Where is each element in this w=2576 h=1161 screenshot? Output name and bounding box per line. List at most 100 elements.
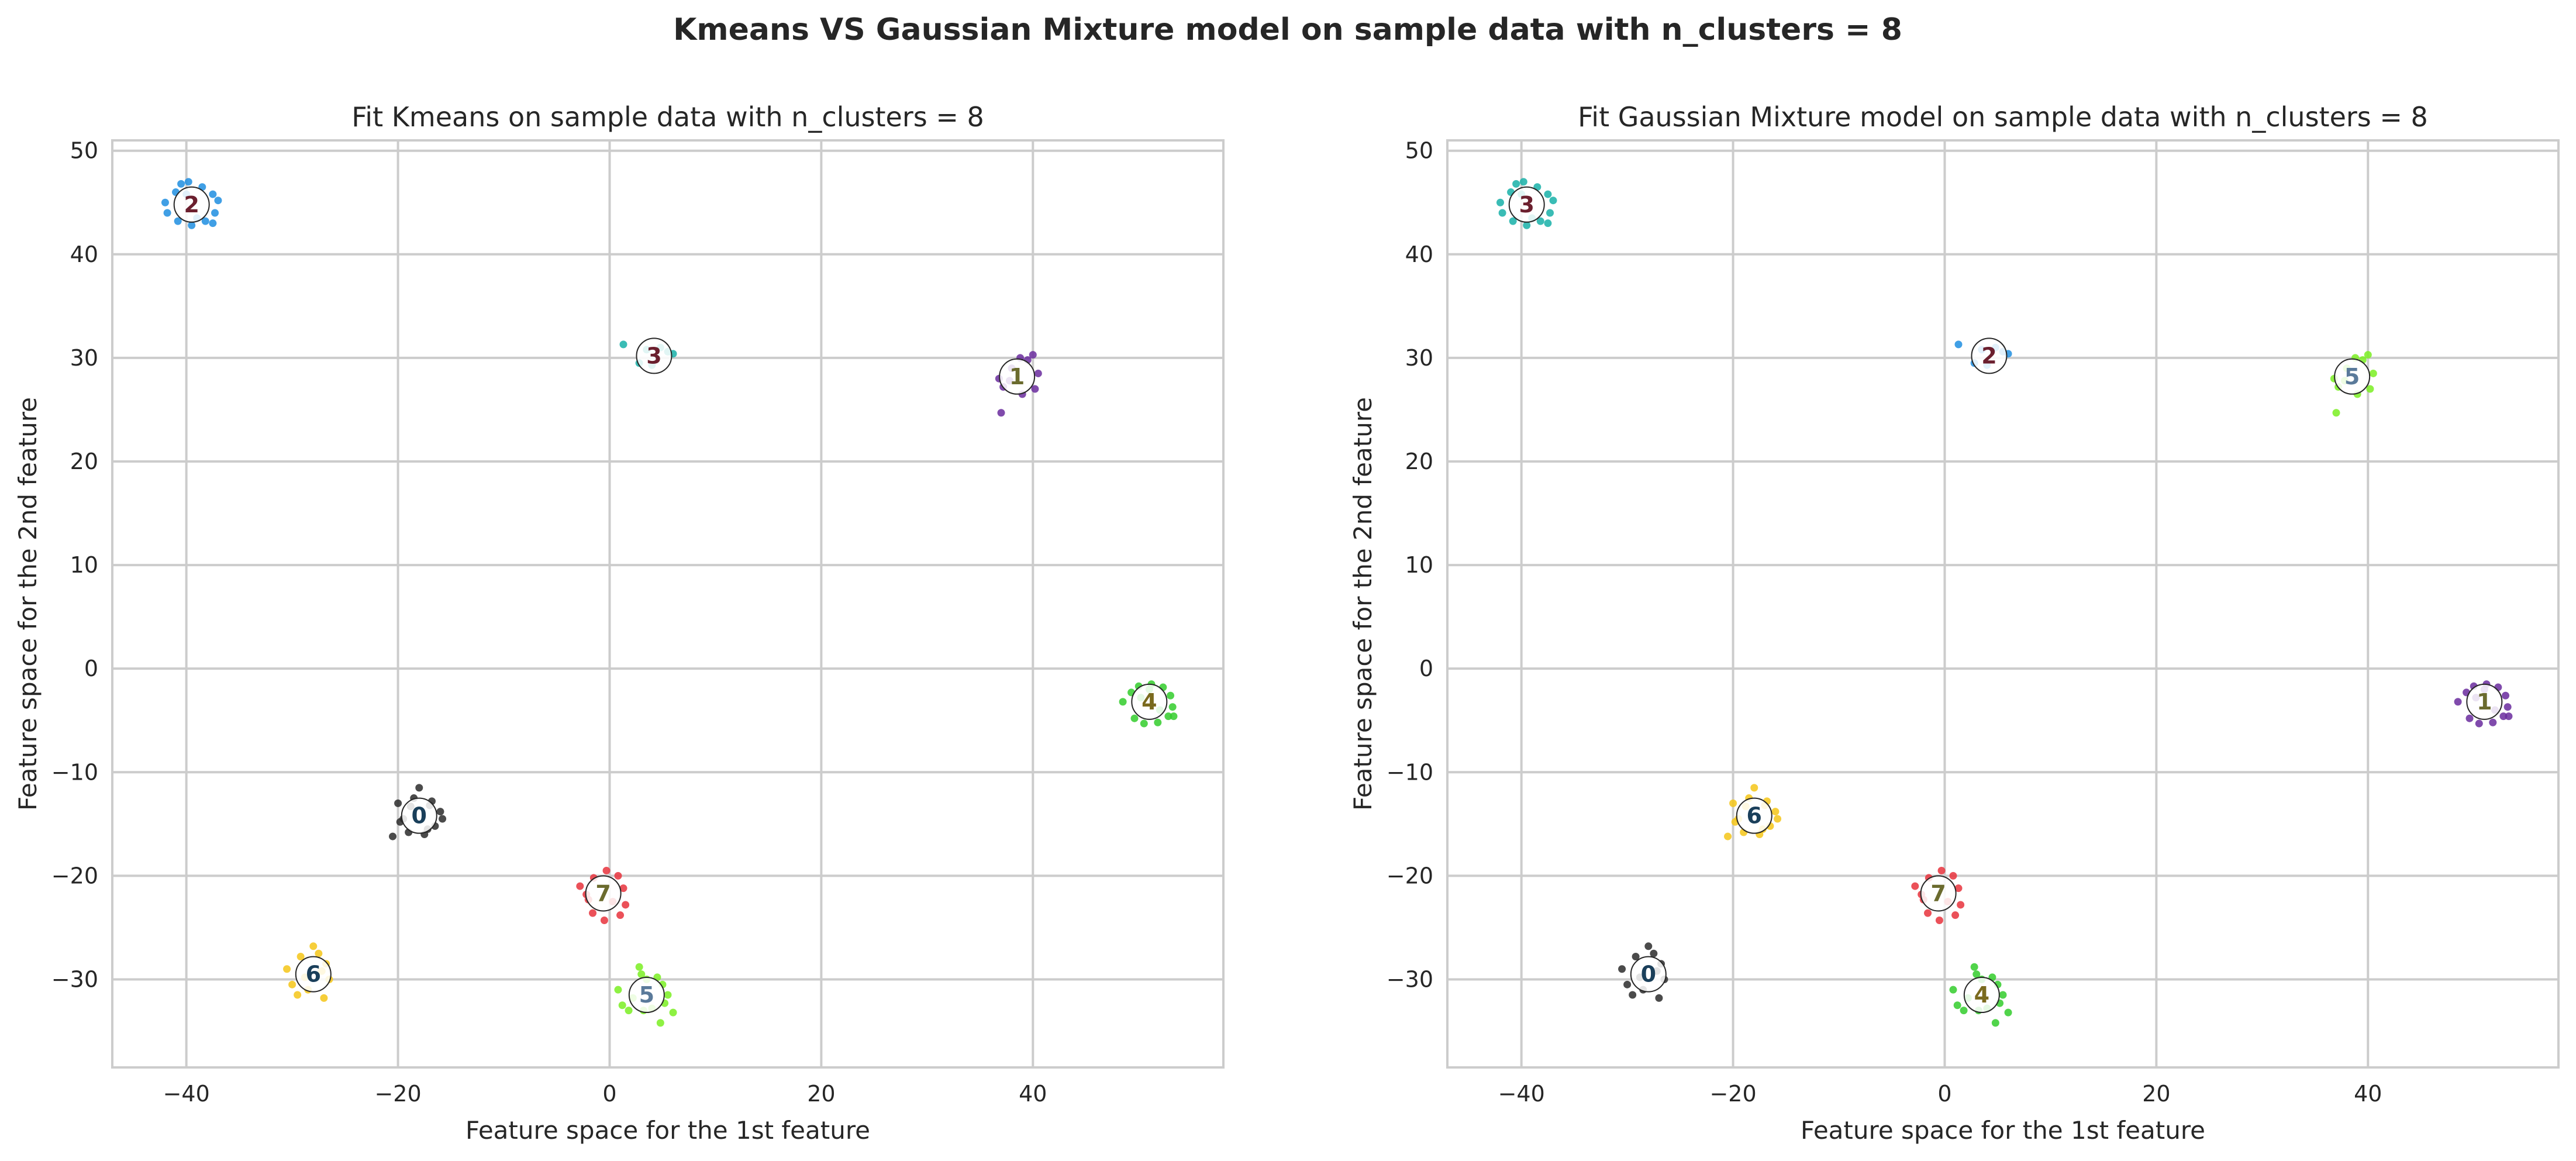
y-tick-label: −20 [1387,863,1433,888]
cluster-center-marker [1131,683,1168,720]
data-point [1954,340,1963,349]
cluster-5: 5 [614,963,677,1027]
data-point [1509,217,1517,225]
data-point [2366,385,2374,393]
data-point [211,209,219,217]
data-point [2489,718,2497,726]
x-axis-label: Feature space for the 1st feature [465,1116,870,1145]
y-tick-label: 10 [1405,552,1433,578]
cluster-center-label: 4 [1142,689,1157,715]
data-point [201,217,209,225]
data-point [177,180,185,188]
data-point [618,1001,626,1010]
data-point [1960,1007,1968,1015]
data-point [1655,994,1663,1002]
data-point [997,409,1005,417]
y-tick-label: 10 [70,552,98,578]
cluster-center-label: 0 [1641,962,1656,987]
data-point [1953,1001,1961,1010]
x-tick-label: −20 [1709,1081,1756,1107]
data-point [1544,219,1552,228]
cluster-center-label: 5 [2344,364,2360,390]
cluster-4: 4 [1119,680,1178,728]
y-tick-label: 30 [1405,345,1433,371]
cluster-1: 1 [2454,680,2513,728]
cluster-center-label: 6 [1747,803,1762,829]
data-point [320,994,328,1002]
plot-area [112,140,1223,1067]
data-point [625,1007,633,1015]
data-point [1140,719,1148,728]
data-point [1119,698,1127,706]
cluster-center-label: 3 [646,343,661,368]
data-point [2332,409,2340,417]
cluster-center-label: 1 [1009,364,1025,390]
data-point [1130,714,1139,722]
data-point [600,917,608,925]
y-tick-label: 30 [70,345,98,371]
cluster-center-marker [2466,683,2503,720]
data-point [1724,832,1732,840]
data-point [188,221,196,229]
data-point [1970,963,1978,971]
x-tick-label: 20 [2142,1081,2170,1107]
data-point [1632,953,1640,961]
x-tick-label: −20 [374,1081,421,1107]
data-point [2004,1008,2012,1017]
data-point [1496,198,1504,206]
cluster-5: 5 [2330,351,2377,417]
data-point [294,991,302,999]
y-tick-label: 40 [1405,242,1433,267]
data-point [1957,901,1965,909]
cluster-0: 0 [1618,942,1668,1002]
cluster-center-label: 6 [306,962,321,987]
subplot-title: Fit Gaussian Mixture model on sample dat… [1578,101,2428,133]
data-point [1954,884,1963,893]
x-tick-label: −40 [163,1081,210,1107]
cluster-center-marker [1736,797,1772,834]
data-point [614,871,622,880]
cluster-center-label: 3 [1519,192,1534,218]
axes-frame [1446,139,2560,1069]
y-tick-label: −20 [51,863,98,888]
y-axis-label: Feature space for the 2nd feature [13,397,42,811]
cluster-center-marker [173,186,210,223]
x-tick-label: 40 [1019,1081,1047,1107]
data-point [288,980,296,988]
cluster-center-label: 7 [1930,880,1946,906]
cluster-3: 3 [619,337,677,374]
data-point [1729,799,1737,807]
y-tick-label: 20 [1405,449,1433,474]
data-point [1167,691,1175,700]
data-point [1168,703,1177,711]
data-point [283,965,291,973]
data-point [1991,1019,1999,1027]
data-point [1618,965,1626,973]
cluster-center-marker [2334,358,2371,395]
data-point [209,219,217,228]
data-point [394,799,402,807]
data-point [1650,949,1658,957]
data-point [1774,815,1782,823]
cluster-2: 2 [161,178,222,229]
data-point [589,909,597,917]
data-point [2364,351,2372,359]
y-tick-label: 0 [84,656,98,681]
x-tick-label: 40 [2354,1081,2382,1107]
cluster-7: 7 [1911,867,1965,925]
x-axis-label: Feature space for the 1st feature [1801,1116,2205,1145]
data-point [656,1019,664,1027]
data-point [1949,986,1957,994]
y-tick-label: 50 [70,138,98,164]
cluster-center-marker [999,358,1036,395]
y-tick-label: −30 [1387,966,1433,992]
y-tick-label: 0 [1419,656,1433,681]
data-point [1519,178,1527,186]
cluster-center-marker [628,977,665,1014]
data-point [637,970,646,979]
axes-frame [111,139,1225,1069]
data-point [2465,714,2474,722]
